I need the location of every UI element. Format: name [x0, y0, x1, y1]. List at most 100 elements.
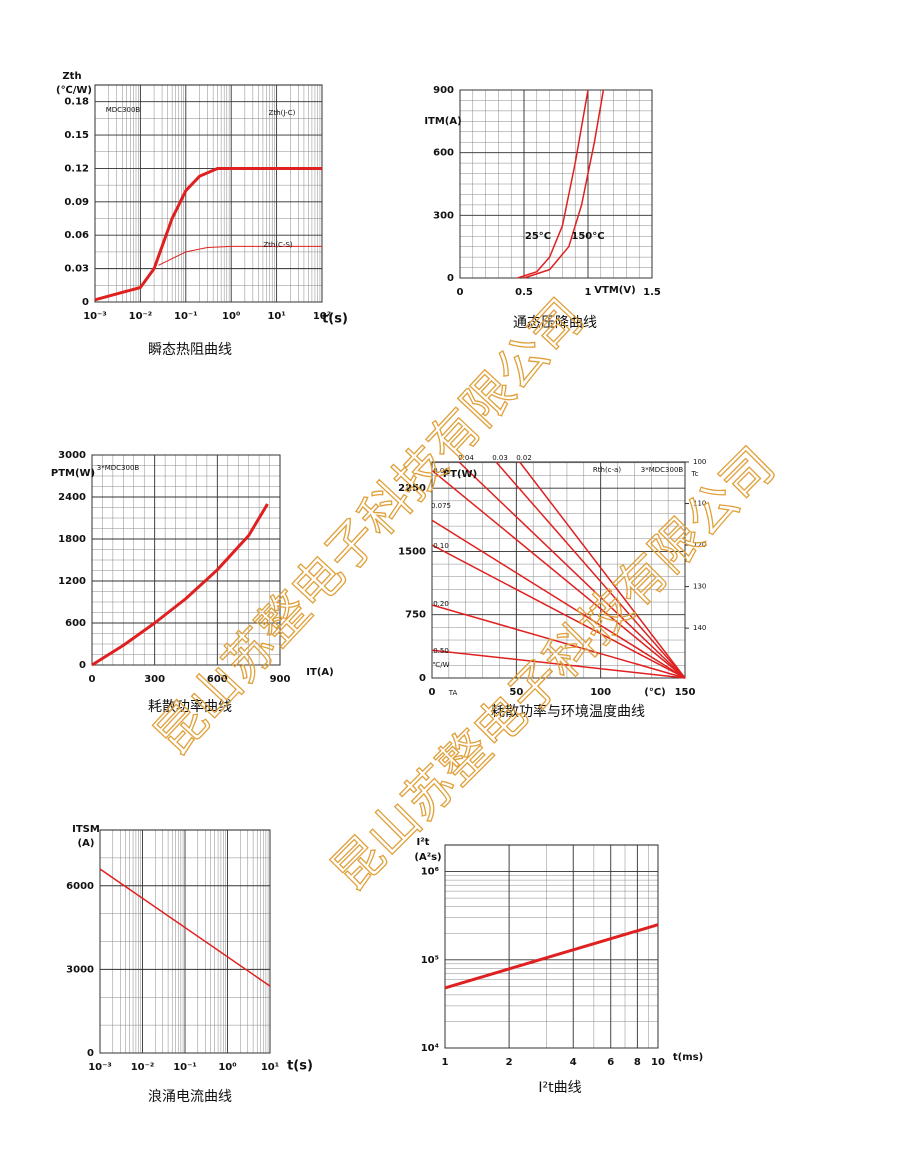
y-tick-label: 3000 — [66, 964, 94, 975]
y-tick-label: 0 — [419, 673, 426, 684]
y-axis-label: Zth — [62, 71, 81, 82]
x-tick-label: 2 — [506, 1057, 513, 1068]
series-label: Zth(C-S) — [263, 241, 293, 249]
chart-panel: 10⁻³ 10⁻² 10⁻¹ 10⁰ 10¹ 10² 0 0.03 0.06 0.09 0.12 0.… — [56, 71, 348, 358]
y-tick-label: 600 — [65, 618, 86, 629]
x-tick-label: 10² — [313, 311, 331, 322]
chart-panel: 1 2 4 6 8 10 10⁴ 10⁵ 10⁶ I²t曲线 t(ms) I²t (A²s) — [414, 837, 703, 1096]
series-label: 0.075 — [431, 502, 451, 510]
y-axis-label: PT(W) — [443, 469, 477, 480]
y2-tick-label: 120 — [693, 541, 706, 549]
y-tick-label: 2400 — [58, 492, 86, 503]
series-line — [91, 503, 269, 667]
x-tick-label: 50 — [509, 687, 523, 698]
x-tick-label: 900 — [270, 674, 291, 685]
y-tick-label: 0 — [79, 660, 86, 671]
x-tick-label: 0 — [89, 674, 96, 685]
series-label: 0.03 — [492, 454, 508, 462]
annotation: TA — [448, 689, 458, 697]
y-axis-label: PTM(W) — [51, 468, 95, 479]
x-tick-label: 10⁻¹ — [173, 1062, 197, 1073]
x-tick-label: 4 — [570, 1057, 577, 1068]
series-label: 0.04 — [458, 454, 474, 462]
y-axis-unit: (℃/W) — [56, 85, 92, 96]
y-tick-label: 1800 — [58, 534, 86, 545]
chart-panel: 0 0.5 1 1.5 0 300 600 900 25°C 150°C 通态压降曲线 VTM(V) I… — [424, 85, 661, 331]
x-tick-label: 10⁻² — [129, 311, 153, 322]
chart-panel: 10⁻³ 10⁻² 10⁻¹ 10⁰ 10¹ 0 3000 6000 浪涌电流曲线 t(s) ITS… — [66, 824, 313, 1105]
annotation: ℃/W — [432, 661, 449, 669]
x-tick-label: 0 — [429, 687, 436, 698]
y-tick-label: 2250 — [398, 483, 426, 494]
x-tick-label: 8 — [634, 1057, 641, 1068]
x-tick-label: 0 — [457, 287, 464, 298]
x-axis-label: VTM(V) — [594, 285, 635, 296]
chart-title: 耗散功率与环境温度曲线 — [491, 703, 645, 720]
y-tick-label: 0.15 — [64, 130, 89, 141]
x-tick-label: 10 — [651, 1057, 665, 1068]
chart-title: 通态压降曲线 — [513, 315, 597, 331]
y-tick-label: 1200 — [58, 576, 86, 587]
x-axis-label: t(s) — [322, 312, 348, 327]
x-tick-label: 10⁰ — [218, 1062, 236, 1073]
y-tick-label: 0 — [87, 1048, 94, 1059]
series-line — [495, 461, 686, 679]
series-label: 150°C — [571, 231, 604, 242]
x-tick-label: 1.5 — [643, 287, 661, 298]
series-line — [431, 469, 686, 679]
series-label: 0.02 — [516, 454, 532, 462]
series-label: 0.10 — [433, 542, 449, 550]
x-axis-label: (°C) — [644, 687, 665, 698]
series-line — [158, 245, 322, 266]
series-line — [458, 461, 686, 679]
y-tick-label: 750 — [405, 610, 426, 621]
x-tick-label: 10⁻¹ — [174, 311, 198, 322]
y2-tick-label: 140 — [693, 624, 706, 632]
chart-title: 瞬态热阻曲线 — [148, 342, 232, 358]
annotation: 3*MDC300B — [641, 466, 684, 474]
series-label: 0.20 — [433, 600, 449, 608]
y-tick-label: 10⁴ — [421, 1043, 439, 1054]
y-tick-label: 0.09 — [64, 197, 89, 208]
chart-title: 浪涌电流曲线 — [148, 1089, 232, 1105]
x-tick-label: 10⁰ — [222, 311, 240, 322]
annotation: MDC300B — [106, 106, 141, 114]
series-line — [519, 461, 686, 679]
y-axis-unit: (A) — [78, 838, 95, 849]
x-tick-label: 10⁻² — [131, 1062, 155, 1073]
y-tick-label: 0 — [447, 273, 454, 284]
annotation: Tc — [691, 470, 699, 478]
x-axis-label: t(s) — [287, 1059, 313, 1074]
series-line — [431, 604, 686, 679]
series-line — [431, 519, 686, 679]
y-axis-label: ITM(A) — [424, 116, 461, 127]
series-line — [523, 89, 605, 279]
series-label: 25°C — [525, 231, 551, 242]
y-tick-label: 10⁶ — [421, 867, 439, 878]
x-tick-label: 600 — [207, 674, 228, 685]
x-tick-label: 0.5 — [515, 287, 533, 298]
x-tick-label: 100 — [590, 687, 611, 698]
y-tick-label: 300 — [433, 210, 454, 221]
series-label: 0.06 — [433, 467, 449, 475]
chart-panel: 0 300 600 900 0 600 1200 1800 2400 3000 3*MDC300B 耗… — [51, 450, 334, 715]
x-tick-label: 1 — [442, 1057, 449, 1068]
x-tick-label: 10¹ — [267, 311, 285, 322]
series-line — [517, 89, 589, 279]
y-tick-label: 1500 — [398, 546, 426, 557]
y2-tick-label: 130 — [693, 583, 706, 591]
x-tick-label: 10⁻³ — [88, 1062, 112, 1073]
y-tick-label: 6000 — [66, 881, 94, 892]
y-tick-label: 0 — [82, 297, 89, 308]
series-line — [444, 923, 659, 990]
chart-panel: 0 50 100 1500750150022501001101201301400.04… — [398, 454, 706, 720]
chart-title: 耗散功率曲线 — [148, 698, 232, 715]
y2-tick-label: 110 — [693, 500, 706, 508]
x-tick-label: 10⁻³ — [83, 311, 107, 322]
y2-tick-label: 100 — [693, 458, 706, 466]
annotation: Rth(c-a) — [593, 466, 621, 474]
y-axis-label: I²t — [417, 837, 430, 848]
